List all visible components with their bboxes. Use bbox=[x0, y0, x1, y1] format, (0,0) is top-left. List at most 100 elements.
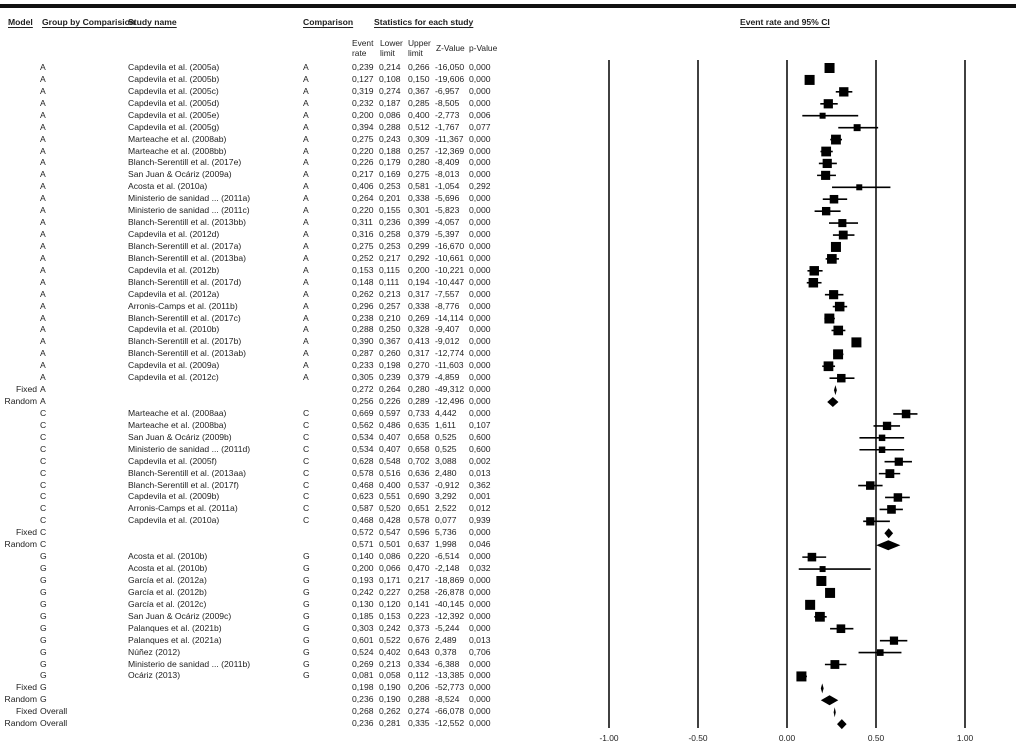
summary-diamond bbox=[876, 540, 901, 551]
cell-upper: 0,223 bbox=[408, 610, 430, 621]
cell-study: Capdevila et al. (2009a) bbox=[128, 360, 220, 371]
point-estimate-square bbox=[808, 277, 819, 288]
cell-study: Capdevila et al. (2012c) bbox=[128, 372, 219, 383]
cell-upper: 0,274 bbox=[408, 706, 430, 717]
point-estimate-square bbox=[833, 325, 844, 336]
cell-rate: 0,130 bbox=[352, 598, 374, 609]
x-tick-label: 0.50 bbox=[867, 733, 885, 742]
cell-group: A bbox=[40, 181, 46, 192]
cell-lower: 0,428 bbox=[379, 515, 401, 526]
cell-rate: 0,193 bbox=[352, 574, 374, 585]
summary-diamond bbox=[833, 707, 836, 718]
cell-p: 0,000 bbox=[469, 205, 491, 216]
cell-lower: 0,407 bbox=[379, 443, 401, 454]
cell-upper: 0,636 bbox=[408, 467, 430, 478]
cell-comparison: G bbox=[303, 622, 310, 633]
cell-p: 0,012 bbox=[469, 503, 491, 514]
point-estimate-square bbox=[830, 660, 840, 669]
cell-study: Blanch-Serentill et al. (2017f) bbox=[128, 479, 239, 490]
cell-study: García et al. (2012c) bbox=[128, 598, 207, 609]
cell-upper: 0,470 bbox=[408, 563, 430, 574]
cell-study: Marteache et al. (2008bb) bbox=[128, 145, 227, 156]
cell-upper: 0,257 bbox=[408, 145, 430, 156]
cell-upper: 0,150 bbox=[408, 73, 430, 84]
cell-p: 0,032 bbox=[469, 563, 491, 574]
point-estimate-square bbox=[901, 409, 911, 419]
cell-p: 0,000 bbox=[469, 622, 491, 633]
cell-upper: 0,288 bbox=[408, 694, 430, 705]
cell-p: 0,000 bbox=[469, 658, 491, 669]
cell-study: San Juan & Ocáriz (2009b) bbox=[128, 431, 232, 442]
point-estimate-square bbox=[823, 99, 833, 109]
cell-group: A bbox=[40, 324, 46, 335]
cell-upper: 0,537 bbox=[408, 479, 430, 490]
cell-upper: 0,317 bbox=[408, 288, 430, 299]
cell-model: Random bbox=[4, 396, 37, 407]
summary-diamond bbox=[820, 683, 824, 694]
cell-z: 5,736 bbox=[435, 527, 457, 538]
cell-rate: 0,601 bbox=[352, 634, 374, 645]
cell-comparison: A bbox=[303, 336, 309, 347]
cell-lower: 0,258 bbox=[379, 229, 401, 240]
cell-comparison: C bbox=[303, 455, 310, 466]
cell-rate: 0,252 bbox=[352, 252, 374, 263]
cell-upper: 0,280 bbox=[408, 157, 430, 168]
cell-lower: 0,548 bbox=[379, 455, 401, 466]
cell-lower: 0,171 bbox=[379, 574, 401, 585]
cell-comparison: G bbox=[303, 563, 310, 574]
cell-z: -52,773 bbox=[435, 682, 465, 693]
cell-rate: 0,272 bbox=[352, 384, 374, 395]
cell-lower: 0,086 bbox=[379, 551, 401, 562]
cell-upper: 0,141 bbox=[408, 598, 430, 609]
cell-p: 0,000 bbox=[469, 586, 491, 597]
cell-rate: 0,220 bbox=[352, 205, 374, 216]
cell-group: Overall bbox=[40, 718, 68, 729]
point-estimate-square bbox=[819, 566, 826, 573]
cell-comparison: A bbox=[303, 276, 309, 287]
cell-lower: 0,250 bbox=[379, 324, 401, 335]
cell-group: C bbox=[40, 527, 47, 538]
cell-group: G bbox=[40, 634, 47, 645]
cell-study: Ocáriz (2013) bbox=[128, 670, 181, 681]
cell-rate: 0,226 bbox=[352, 157, 374, 168]
cell-lower: 0,551 bbox=[379, 491, 401, 502]
cell-z: -19,606 bbox=[435, 73, 465, 84]
cell-upper: 0,658 bbox=[408, 443, 430, 454]
cell-rate: 0,571 bbox=[352, 539, 374, 550]
cell-upper: 0,217 bbox=[408, 574, 430, 585]
cell-comparison: A bbox=[303, 264, 309, 275]
cell-p: 0,000 bbox=[469, 312, 491, 323]
cell-group: C bbox=[40, 419, 47, 430]
cell-study: Blanch-Serentill et al. (2017b) bbox=[128, 336, 242, 347]
cell-z: -1,767 bbox=[435, 121, 460, 132]
cell-p: 0,001 bbox=[469, 491, 491, 502]
cell-lower: 0,115 bbox=[379, 264, 400, 275]
cell-rate: 0,217 bbox=[352, 169, 374, 180]
cell-group: A bbox=[40, 348, 46, 359]
chart-title: Event rate and 95% CI bbox=[740, 17, 830, 27]
cell-p: 0,000 bbox=[469, 336, 491, 347]
cell-model: Random bbox=[4, 694, 37, 705]
cell-study: Capdevila et al. (2010a) bbox=[128, 515, 220, 526]
x-tick-label: -0.50 bbox=[688, 733, 708, 742]
cell-p: 0,000 bbox=[469, 694, 491, 705]
cell-upper: 0,512 bbox=[408, 121, 430, 132]
point-estimate-square bbox=[815, 611, 825, 622]
cell-lower: 0,597 bbox=[379, 407, 401, 418]
cell-rate: 0,578 bbox=[352, 467, 374, 478]
cell-upper: 0,690 bbox=[408, 491, 430, 502]
cell-rate: 0,140 bbox=[352, 551, 374, 562]
cell-comparison: A bbox=[303, 229, 309, 240]
cell-upper: 0,676 bbox=[408, 634, 430, 645]
header-comparison: Comparison bbox=[303, 17, 354, 27]
cell-group: C bbox=[40, 479, 47, 490]
cell-p: 0,013 bbox=[469, 467, 491, 478]
cell-upper: 0,581 bbox=[408, 181, 430, 192]
point-estimate-square bbox=[834, 301, 845, 312]
cell-p: 0,000 bbox=[469, 610, 491, 621]
cell-upper: 0,399 bbox=[408, 217, 430, 228]
cell-model: Random bbox=[4, 718, 37, 729]
cell-upper: 0,400 bbox=[408, 109, 430, 120]
cell-group: A bbox=[40, 240, 46, 251]
cell-upper: 0,702 bbox=[408, 455, 430, 466]
